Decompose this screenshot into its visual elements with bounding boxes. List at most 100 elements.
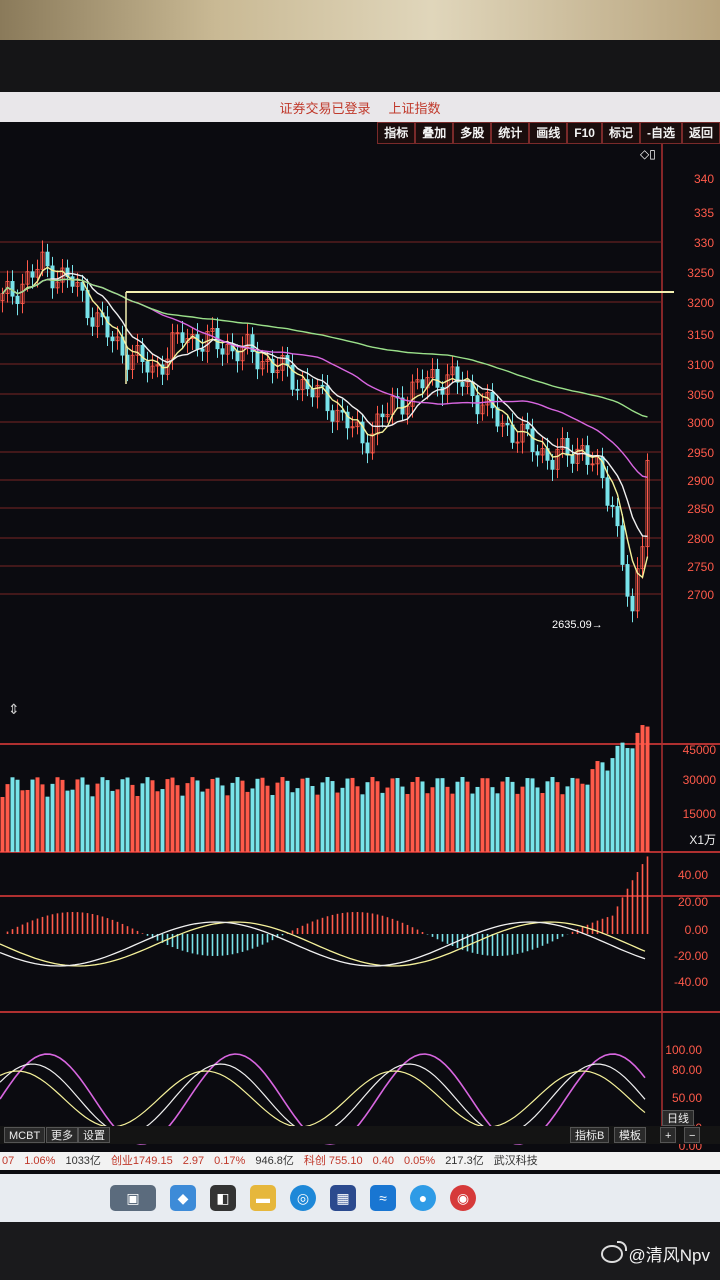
calendar-icon[interactable]: ▦ [330, 1185, 356, 1211]
price-tick-label: 3000 [687, 416, 714, 430]
volume-bar [575, 778, 580, 852]
candle-body [130, 354, 135, 370]
zoom-in-button[interactable]: + [660, 1127, 677, 1143]
candle-body [460, 381, 465, 387]
volume-bar [545, 781, 550, 852]
candle-body [515, 441, 520, 444]
kline-chart[interactable]: 2635.09→ 340 335 330 3250 3200 3150 3100 3050 30… [0, 144, 720, 1174]
candle-body [265, 358, 270, 362]
candle-body [30, 271, 35, 278]
trading-app-icon[interactable]: ◉ [450, 1185, 476, 1211]
volume-bar [350, 777, 355, 852]
tab-more[interactable]: 更多 [46, 1127, 78, 1143]
moving-average-line [1, 278, 648, 418]
candle-body [185, 338, 190, 343]
volume-bar [290, 792, 295, 852]
volume-bar [465, 781, 470, 852]
volume-bar [165, 779, 170, 852]
qq-browser-icon[interactable]: ● [410, 1185, 436, 1211]
candle-body [435, 368, 440, 388]
candle-body [300, 379, 305, 391]
price-tick-label: 2900 [687, 474, 714, 488]
candle-body [155, 364, 160, 367]
volume-bar [365, 782, 370, 852]
moving-average-line [1, 266, 649, 579]
login-status: 证券交易已登录 [279, 100, 371, 116]
volume-bar [210, 778, 215, 852]
volume-bar [420, 781, 425, 852]
volume-bar [20, 790, 25, 852]
candle-body [380, 413, 385, 418]
tab-indicator-b[interactable]: 指标B [570, 1127, 610, 1143]
volume-bar [435, 778, 440, 852]
folder-icon[interactable]: ▬ [250, 1185, 276, 1211]
price-tick-label: 2950 [687, 446, 714, 460]
indicator-button[interactable]: 指标 [377, 122, 416, 144]
task-view-icon[interactable]: ◧ [210, 1185, 236, 1211]
volume-bar [15, 779, 20, 852]
candle-body [475, 395, 480, 415]
price-tick-label: 2800 [687, 532, 714, 546]
photo-background [0, 0, 720, 40]
candle-body [310, 388, 315, 398]
volume-bar [485, 778, 490, 852]
volume-bar [515, 793, 520, 852]
volume-bar [325, 777, 330, 852]
back-button[interactable]: 返回 [681, 122, 720, 144]
volume-bar [225, 795, 230, 852]
volume-bar [35, 777, 40, 852]
volume-bar [300, 778, 305, 852]
candle-body [450, 366, 455, 376]
volume-bar [640, 725, 645, 852]
volume-bar [230, 782, 235, 852]
volume-bar [430, 787, 435, 852]
mark-button[interactable]: 标记 [601, 122, 640, 144]
zoom-out-button[interactable]: − [684, 1127, 701, 1143]
draw-line-button[interactable]: 画线 [529, 122, 568, 144]
volume-bar [425, 793, 430, 852]
stock-app-icon[interactable]: ≈ [370, 1185, 396, 1211]
volume-bar [335, 792, 340, 852]
widgets-icon[interactable]: ▣ [110, 1185, 156, 1211]
tab-mcbt[interactable]: MCBT [4, 1127, 46, 1143]
volume-bar [555, 782, 560, 852]
candle-body [530, 428, 535, 453]
tab-settings[interactable]: 设置 [78, 1127, 110, 1143]
status-item: 1033亿 [65, 1155, 101, 1167]
status-item: 0.05% [403, 1155, 436, 1167]
volume-bar [60, 779, 65, 852]
candle-body [400, 397, 405, 415]
candle-body [55, 281, 60, 289]
f10-button[interactable]: F10 [567, 122, 602, 144]
tab-template[interactable]: 模板 [614, 1127, 646, 1143]
candle-body [40, 251, 45, 270]
store-icon[interactable]: ◆ [170, 1185, 196, 1211]
overlay-button[interactable]: 叠加 [415, 122, 454, 144]
volume-bar [235, 777, 240, 852]
stats-button[interactable]: 统计 [491, 122, 530, 144]
candle-body [550, 459, 555, 470]
price-tick-label: 3100 [687, 358, 714, 372]
candle-body [90, 317, 95, 327]
price-tick-label: 3150 [687, 328, 714, 342]
candle-body [375, 413, 380, 435]
candle-body [195, 334, 200, 350]
macd-tick-label: 20.00 [678, 895, 708, 909]
multi-stock-button[interactable]: 多股 [453, 122, 492, 144]
volume-bar [390, 778, 395, 852]
volume-bar [0, 797, 5, 852]
volume-bar [75, 779, 80, 852]
candle-body [345, 411, 350, 429]
candle-body [15, 295, 20, 305]
edge-icon[interactable]: ◎ [290, 1185, 316, 1211]
tab-daily[interactable]: 日线 [662, 1110, 694, 1126]
volume-bar [570, 777, 575, 852]
volume-bar [295, 788, 300, 852]
trading-app-window: 证券交易已登录 上证指数 指标 叠加 多股 统计 画线 F10 标记 -自选 返… [0, 92, 720, 1222]
candle-body [200, 348, 205, 352]
volume-bar [605, 770, 610, 852]
resize-handle-icon: ⇕ [8, 701, 20, 717]
remove-watchlist-button[interactable]: -自选 [639, 122, 682, 144]
volume-bar [355, 786, 360, 852]
status-item: 0.40 [372, 1155, 394, 1167]
